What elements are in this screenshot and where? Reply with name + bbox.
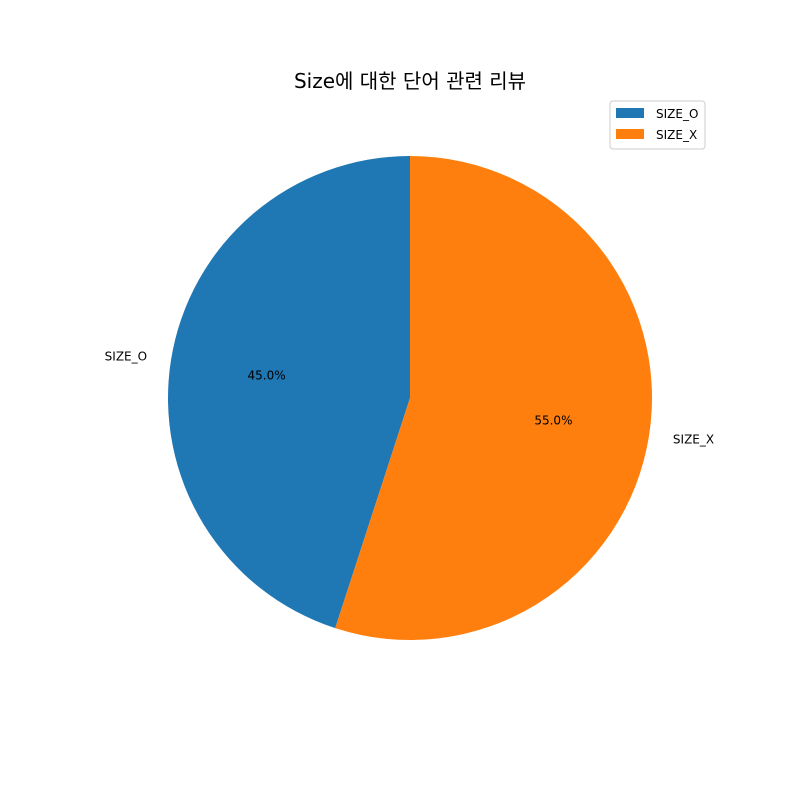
legend-label: SIZE_X	[656, 128, 697, 142]
legend-label: SIZE_O	[656, 107, 698, 121]
pie-labels: SIZE_O 45.0% SIZE_X 55.0%	[105, 349, 714, 446]
chart-title: Size에 대한 단어 관련 리뷰	[294, 69, 526, 93]
legend-swatch	[616, 129, 644, 139]
pie-slices	[168, 156, 653, 641]
slice-label: SIZE_X	[673, 433, 714, 447]
legend-swatch	[616, 108, 644, 118]
percent-label: 45.0%	[248, 368, 286, 382]
percent-label: 55.0%	[534, 414, 572, 428]
slice-label: SIZE_O	[105, 349, 147, 363]
pie-slice-size-o	[168, 156, 410, 629]
chart-legend: SIZE_O SIZE_X	[609, 100, 706, 150]
pie-slice-size-x	[335, 156, 653, 641]
